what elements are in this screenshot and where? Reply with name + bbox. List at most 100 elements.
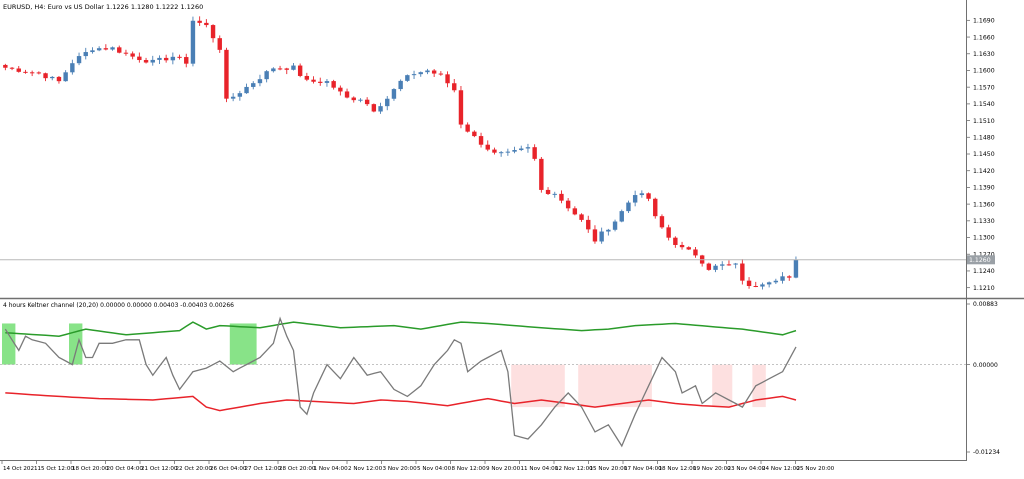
price-tick: 1.1630 bbox=[966, 51, 995, 58]
candle bbox=[190, 16, 196, 67]
time-tick: 1 Nov 04:00 bbox=[312, 460, 349, 472]
candle bbox=[344, 88, 350, 99]
candle bbox=[103, 44, 109, 51]
candle bbox=[592, 225, 598, 244]
candle bbox=[324, 78, 330, 87]
candle bbox=[230, 93, 236, 102]
time-tick: 14 Oct 2021 bbox=[1, 460, 38, 472]
candle bbox=[284, 67, 289, 75]
candle bbox=[760, 282, 765, 290]
price-tick-label: 1.1570 bbox=[973, 84, 995, 91]
price-tick: 1.1300 bbox=[966, 235, 995, 242]
keltner-upper-line bbox=[5, 321, 797, 337]
price-tick: 1.1330 bbox=[966, 218, 995, 225]
candle bbox=[364, 97, 370, 106]
time-tick: 9 Nov 20:00 bbox=[484, 460, 521, 472]
price-tick-label: 1.1450 bbox=[973, 151, 995, 158]
price-tick-label: 1.1270 bbox=[973, 251, 995, 258]
time-tick: 15 Oct 12:00 bbox=[36, 460, 74, 472]
time-tick: 23 Nov 04:00 bbox=[726, 460, 766, 472]
candles bbox=[3, 16, 799, 290]
time-tick: 20 Oct 04:00 bbox=[105, 460, 143, 472]
time-tick-label: 18 Oct 20:00 bbox=[72, 466, 109, 472]
candle bbox=[787, 275, 792, 281]
time-tick: 27 Oct 12:00 bbox=[243, 460, 281, 472]
candle bbox=[170, 52, 176, 65]
candle bbox=[646, 192, 651, 202]
candle bbox=[619, 209, 624, 223]
price-tick-label: 1.1540 bbox=[973, 101, 995, 108]
indicator-pane[interactable]: 4 hours Keltner channel (20,20) 0.00000 … bbox=[0, 302, 966, 448]
main-chart-pane[interactable]: EURUSD, H4: Euro vs US Dollar 1.1226 1.1… bbox=[0, 0, 966, 298]
pink-zone bbox=[752, 364, 766, 408]
candle bbox=[498, 151, 504, 157]
candle bbox=[251, 81, 256, 90]
candle bbox=[559, 190, 564, 204]
green-zone bbox=[1, 323, 16, 365]
candle bbox=[485, 140, 490, 152]
indicator-tick: 0.00000 bbox=[966, 362, 998, 369]
time-tick-label: 9 Nov 20:00 bbox=[486, 466, 521, 472]
time-tick-label: 18 Nov 12:00 bbox=[659, 466, 697, 472]
indicator-value-ticks: 0.00883 0.00000 -0.01234 bbox=[966, 301, 1000, 456]
candle bbox=[565, 198, 571, 212]
candle bbox=[50, 76, 55, 81]
keltner-lower-line bbox=[5, 392, 797, 412]
time-tick: 11 Nov 04:00 bbox=[519, 460, 559, 472]
candle bbox=[713, 263, 718, 273]
candle bbox=[264, 70, 269, 83]
candle bbox=[780, 272, 785, 284]
time-tick: 26 Oct 04:00 bbox=[208, 460, 247, 472]
time-tick: 25 Nov 20:00 bbox=[795, 460, 835, 472]
candle bbox=[766, 281, 772, 288]
candle bbox=[673, 236, 678, 248]
current-price-label: 1.1260 bbox=[969, 257, 991, 264]
candle bbox=[599, 227, 604, 244]
price-tick-label: 1.1420 bbox=[973, 168, 995, 175]
candle bbox=[371, 103, 377, 113]
price-tick: 1.1540 bbox=[966, 101, 995, 108]
candle bbox=[478, 132, 484, 148]
candle bbox=[96, 46, 102, 52]
candle bbox=[579, 213, 584, 222]
candle bbox=[244, 83, 249, 94]
main-plot-area[interactable] bbox=[0, 0, 966, 298]
price-axis[interactable]: 1.1690 1.1660 1.1630 1.1600 1.1570 1.1540 1.15… bbox=[966, 0, 1000, 460]
candle bbox=[612, 219, 618, 232]
time-tick-label: 1 Nov 04:00 bbox=[314, 466, 349, 472]
candle bbox=[653, 197, 658, 219]
candle bbox=[773, 278, 779, 285]
time-tick-label: 24 Nov 12:00 bbox=[762, 466, 800, 472]
candle bbox=[586, 215, 591, 233]
candle bbox=[29, 70, 35, 77]
candle bbox=[639, 190, 645, 198]
price-tick: 1.1270 bbox=[966, 251, 995, 258]
price-tick: 1.1570 bbox=[966, 84, 995, 91]
candle bbox=[184, 53, 189, 68]
candle bbox=[237, 90, 243, 101]
price-tick-label: 1.1690 bbox=[973, 18, 995, 25]
time-tick: 24 Nov 12:00 bbox=[760, 460, 800, 472]
price-tick: 1.1210 bbox=[966, 285, 995, 292]
candle bbox=[525, 143, 531, 153]
time-tick: 21 Oct 12:00 bbox=[139, 460, 178, 472]
candle bbox=[438, 71, 444, 76]
candle bbox=[271, 67, 276, 73]
candle bbox=[3, 63, 8, 71]
candle bbox=[532, 144, 537, 161]
candle bbox=[177, 54, 182, 60]
candle bbox=[431, 69, 437, 77]
time-tick-label: 25 Nov 20:00 bbox=[797, 466, 835, 472]
candle bbox=[519, 145, 524, 152]
price-tick: 1.1480 bbox=[966, 134, 995, 141]
candle bbox=[552, 191, 557, 198]
candle bbox=[740, 259, 745, 285]
pink-zone bbox=[578, 364, 652, 408]
price-tick-label: 1.1390 bbox=[973, 185, 995, 192]
candle bbox=[492, 147, 497, 155]
price-tick-label: 1.1510 bbox=[973, 118, 995, 125]
